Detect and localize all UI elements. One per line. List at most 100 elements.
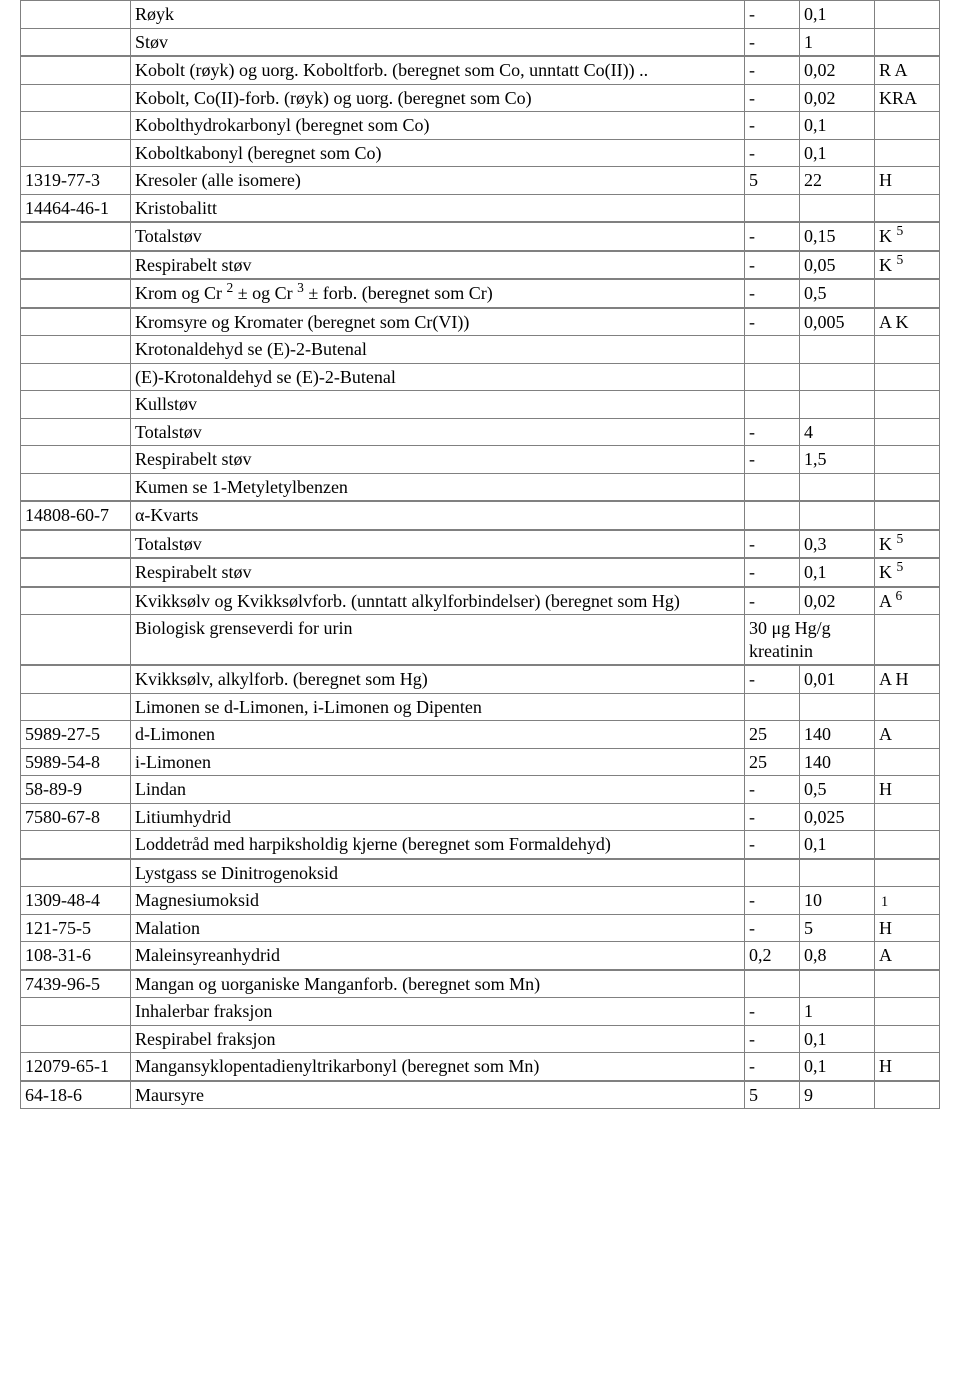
- notes-cell: [875, 1, 940, 29]
- notes-cell: [875, 139, 940, 167]
- cas-number-cell: [21, 473, 131, 501]
- notes-cell: A H: [875, 665, 940, 693]
- cas-number-cell: 1319-77-3: [21, 167, 131, 195]
- mgm3-cell: 140: [800, 748, 875, 776]
- ppm-cell: -: [745, 803, 800, 831]
- cas-number-cell: 108-31-6: [21, 942, 131, 970]
- table-row: 1309-48-4Magnesiumoksid-101: [21, 887, 940, 915]
- substance-name-cell: Maleinsyreanhydrid: [131, 942, 745, 970]
- ppm-cell: -: [745, 530, 800, 559]
- notes-cell: [875, 112, 940, 140]
- table-row: 7439-96-5Mangan og uorganiske Manganforb…: [21, 970, 940, 998]
- table-row: Støv-1: [21, 28, 940, 56]
- cas-number-cell: [21, 28, 131, 56]
- cas-number-cell: 58-89-9: [21, 776, 131, 804]
- substance-name-cell: Limonen se d-Limonen, i-Limonen og Dipen…: [131, 693, 745, 721]
- table-row: Respirabelt støv-0,05K 5: [21, 251, 940, 280]
- substance-name-cell: Kobolthydrokarbonyl (beregnet som Co): [131, 112, 745, 140]
- cas-number-cell: [21, 998, 131, 1026]
- table-row: Kumen se 1-Metyletylbenzen: [21, 473, 940, 501]
- notes-cell: [875, 391, 940, 419]
- ppm-cell: -: [745, 998, 800, 1026]
- notes-cell: K 5: [875, 222, 940, 251]
- cas-number-cell: [21, 587, 131, 615]
- cas-number-cell: 12079-65-1: [21, 1053, 131, 1081]
- table-row: 12079-65-1Mangansyklopentadienyltrikarbo…: [21, 1053, 940, 1081]
- notes-cell: A: [875, 721, 940, 749]
- table-row: Limonen se d-Limonen, i-Limonen og Dipen…: [21, 693, 940, 721]
- notes-cell: [875, 336, 940, 364]
- ppm-cell: [745, 363, 800, 391]
- cas-number-cell: [21, 336, 131, 364]
- ppm-cell: -: [745, 887, 800, 915]
- table-row: 121-75-5Malation-5H: [21, 914, 940, 942]
- cas-number-cell: [21, 391, 131, 419]
- ppm-cell: -: [745, 446, 800, 474]
- notes-cell: K 5: [875, 251, 940, 280]
- cas-number-cell: [21, 56, 131, 84]
- ppm-cell: -: [745, 84, 800, 112]
- merged-value-cell: 30 μg Hg/g kreatinin: [745, 615, 875, 666]
- ppm-cell: -: [745, 418, 800, 446]
- mgm3-cell: [800, 473, 875, 501]
- ppm-cell: -: [745, 776, 800, 804]
- ppm-cell: -: [745, 1025, 800, 1053]
- notes-cell: [875, 1025, 940, 1053]
- mgm3-cell: 0,01: [800, 665, 875, 693]
- mgm3-cell: [800, 363, 875, 391]
- substance-name-cell: Lindan: [131, 776, 745, 804]
- cas-number-cell: 121-75-5: [21, 914, 131, 942]
- notes-cell: A K: [875, 308, 940, 336]
- table-row: Kobolt (røyk) og uorg. Koboltforb. (bere…: [21, 56, 940, 84]
- table-row: 5989-27-5d-Limonen25140A: [21, 721, 940, 749]
- table-row: Respirabel fraksjon-0,1: [21, 1025, 940, 1053]
- substance-name-cell: Kullstøv: [131, 391, 745, 419]
- table-row: 5989-54-8i-Limonen25140: [21, 748, 940, 776]
- ppm-cell: -: [745, 28, 800, 56]
- mgm3-cell: 0,1: [800, 112, 875, 140]
- table-row: Kvikksølv og Kvikksølvforb. (unntatt alk…: [21, 587, 940, 615]
- notes-cell: [875, 473, 940, 501]
- table-row: 14464-46-1Kristobalitt: [21, 194, 940, 222]
- mgm3-cell: 5: [800, 914, 875, 942]
- substance-name-cell: Litiumhydrid: [131, 803, 745, 831]
- substance-name-cell: Kromsyre og Kromater (beregnet som Cr(VI…: [131, 308, 745, 336]
- mgm3-cell: [800, 391, 875, 419]
- substance-limits-table: Røyk-0,1Støv-1Kobolt (røyk) og uorg. Kob…: [20, 0, 940, 1109]
- cas-number-cell: [21, 308, 131, 336]
- cas-number-cell: [21, 139, 131, 167]
- notes-cell: [875, 363, 940, 391]
- table-row: 7580-67-8Litiumhydrid-0,025: [21, 803, 940, 831]
- cas-number-cell: [21, 665, 131, 693]
- cas-number-cell: [21, 859, 131, 887]
- notes-cell: [875, 970, 940, 998]
- mgm3-cell: 4: [800, 418, 875, 446]
- cas-number-cell: 7439-96-5: [21, 970, 131, 998]
- mgm3-cell: 0,02: [800, 587, 875, 615]
- substance-name-cell: Inhalerbar fraksjon: [131, 998, 745, 1026]
- mgm3-cell: 0,8: [800, 942, 875, 970]
- substance-name-cell: Respirabelt støv: [131, 251, 745, 280]
- ppm-cell: -: [745, 914, 800, 942]
- cas-number-cell: [21, 831, 131, 859]
- mgm3-cell: 1: [800, 998, 875, 1026]
- table-row: Respirabelt støv-1,5: [21, 446, 940, 474]
- table-row: Kobolthydrokarbonyl (beregnet som Co)-0,…: [21, 112, 940, 140]
- mgm3-cell: 0,5: [800, 279, 875, 308]
- mgm3-cell: [800, 336, 875, 364]
- ppm-cell: 0,2: [745, 942, 800, 970]
- table-row: 64-18-6Maursyre59: [21, 1081, 940, 1109]
- ppm-cell: -: [745, 279, 800, 308]
- notes-cell: KRA: [875, 84, 940, 112]
- ppm-cell: -: [745, 1053, 800, 1081]
- table-row: Krotonaldehyd se (E)-2-Butenal: [21, 336, 940, 364]
- notes-cell: H: [875, 776, 940, 804]
- table-row: Loddetråd med harpiksholdig kjerne (bere…: [21, 831, 940, 859]
- ppm-cell: -: [745, 587, 800, 615]
- ppm-cell: -: [745, 558, 800, 587]
- mgm3-cell: [800, 501, 875, 530]
- ppm-cell: [745, 336, 800, 364]
- notes-cell: [875, 279, 940, 308]
- table-row: (E)-Krotonaldehyd se (E)-2-Butenal: [21, 363, 940, 391]
- cas-number-cell: [21, 693, 131, 721]
